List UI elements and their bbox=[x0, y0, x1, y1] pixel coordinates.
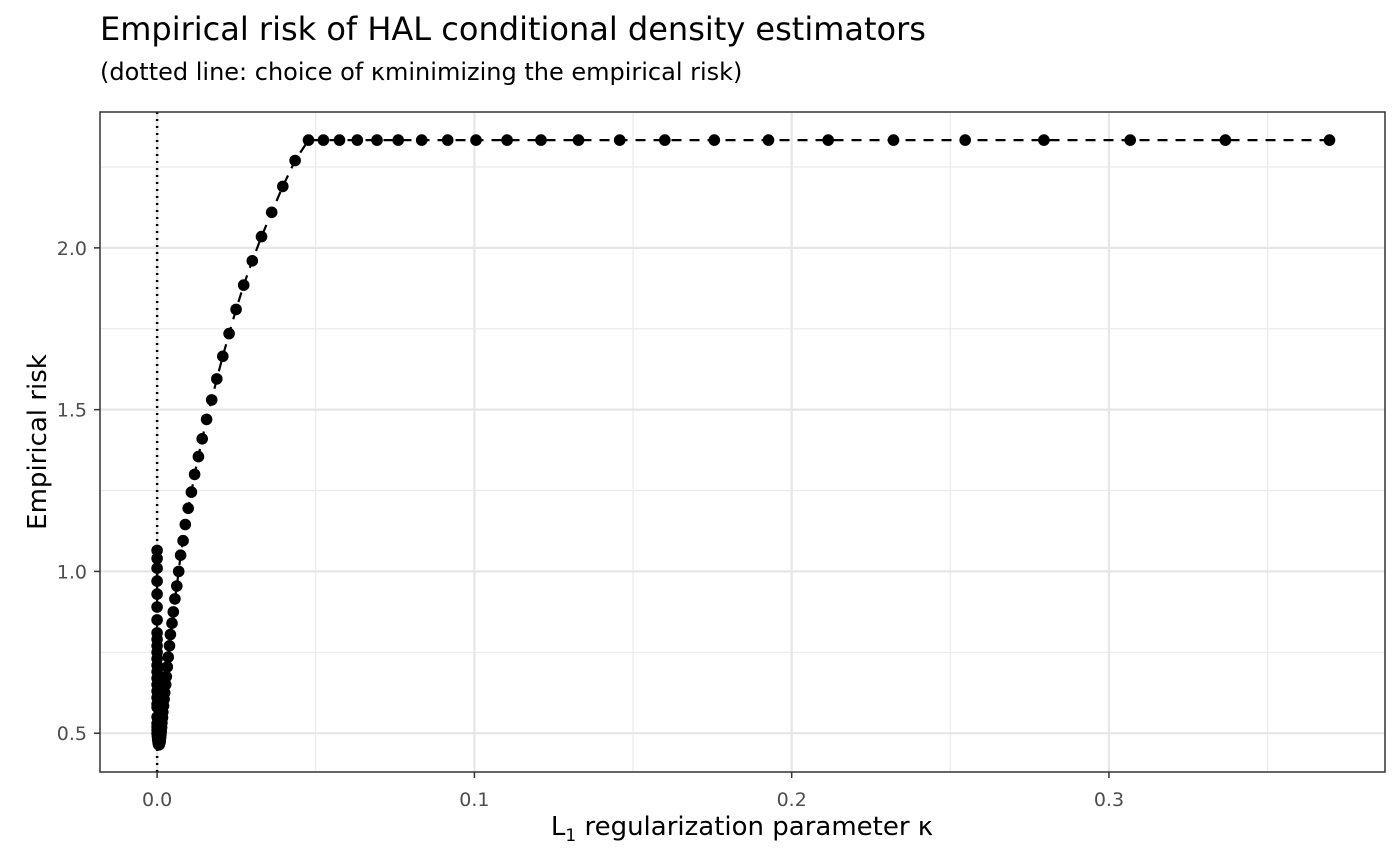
data-point bbox=[174, 549, 187, 561]
data-point bbox=[151, 672, 163, 684]
data-point bbox=[164, 628, 177, 641]
data-point bbox=[151, 711, 163, 723]
data-point bbox=[151, 685, 163, 697]
data-point bbox=[708, 134, 721, 146]
data-point bbox=[535, 134, 547, 146]
y-axis-label: Empirical risk bbox=[23, 354, 53, 530]
data-point bbox=[217, 350, 229, 363]
data-point bbox=[762, 134, 775, 146]
data-point bbox=[151, 633, 163, 646]
data-point bbox=[613, 134, 626, 146]
data-point bbox=[572, 134, 585, 146]
data-point bbox=[255, 230, 268, 243]
data-point bbox=[151, 601, 163, 613]
data-point bbox=[1124, 134, 1136, 146]
y-tick-label: 1.0 bbox=[57, 561, 87, 583]
x-tick-label: 0.0 bbox=[142, 789, 172, 811]
data-point bbox=[196, 433, 208, 445]
data-point bbox=[163, 640, 176, 652]
data-point bbox=[211, 373, 223, 385]
data-point bbox=[151, 575, 163, 587]
data-point bbox=[237, 279, 250, 291]
data-point bbox=[1038, 134, 1050, 146]
data-point bbox=[177, 534, 189, 547]
data-point bbox=[162, 651, 174, 663]
grid-layer bbox=[100, 112, 1385, 772]
data-point bbox=[151, 552, 163, 565]
data-point bbox=[317, 134, 330, 146]
data-point bbox=[223, 327, 235, 340]
data-point bbox=[151, 562, 163, 574]
y-tick-label: 1.5 bbox=[57, 400, 87, 422]
data-point bbox=[172, 565, 185, 578]
data-point bbox=[200, 413, 213, 426]
data-point bbox=[333, 134, 346, 146]
data-point bbox=[161, 661, 174, 673]
data-point bbox=[959, 134, 971, 146]
data-point bbox=[167, 606, 180, 618]
y-tick-label: 2.0 bbox=[57, 238, 87, 260]
data-point bbox=[392, 134, 405, 146]
data-point bbox=[151, 698, 163, 710]
data-point bbox=[151, 544, 163, 557]
data-point bbox=[171, 580, 183, 592]
data-point bbox=[277, 180, 289, 193]
x-tick-label: 0.2 bbox=[777, 789, 807, 811]
data-point bbox=[169, 593, 181, 605]
data-point bbox=[470, 134, 482, 146]
panel-border bbox=[99, 111, 1386, 773]
data-point bbox=[371, 134, 383, 146]
data-point bbox=[1323, 134, 1336, 146]
risk-series-line bbox=[156, 139, 1330, 746]
y-tick-label: 0.5 bbox=[57, 723, 87, 745]
x-tick-label: 0.1 bbox=[459, 789, 489, 811]
data-point bbox=[246, 254, 259, 267]
x-axis-label-rest: regularization parameter κ bbox=[576, 812, 934, 842]
data-point bbox=[302, 134, 315, 146]
data-point bbox=[151, 646, 163, 659]
data-point bbox=[166, 617, 178, 629]
data-point bbox=[185, 486, 198, 498]
data-point bbox=[265, 206, 278, 219]
chart-subtitle: (dotted line: choice of κminimizing the … bbox=[100, 58, 743, 86]
data-point bbox=[1219, 134, 1232, 146]
data-point bbox=[151, 588, 163, 600]
x-axis-label-main: L bbox=[550, 812, 566, 842]
data-point bbox=[351, 134, 364, 146]
chart-title: Empirical risk of HAL conditional densit… bbox=[100, 10, 926, 48]
data-point bbox=[151, 614, 163, 626]
data-point bbox=[179, 518, 192, 531]
data-point bbox=[182, 502, 194, 515]
x-axis-label-subscript: 1 bbox=[565, 826, 577, 847]
x-axis-label: L1 regularization parameter κ bbox=[551, 812, 933, 846]
x-tick-label: 0.3 bbox=[1094, 789, 1124, 811]
data-point bbox=[188, 468, 201, 481]
data-point bbox=[289, 154, 301, 167]
data-point bbox=[205, 394, 218, 406]
data-point bbox=[501, 134, 513, 146]
data-point bbox=[151, 659, 163, 671]
points-layer bbox=[151, 134, 1336, 751]
data-point bbox=[887, 134, 900, 146]
data-point bbox=[415, 134, 428, 146]
data-point bbox=[230, 303, 242, 316]
data-point bbox=[441, 134, 454, 146]
data-point bbox=[822, 134, 834, 146]
data-point bbox=[659, 134, 671, 146]
ticks-layer: 0.0 0.1 0.2 0.3 0.5 1.0 1.5 2.0 bbox=[57, 238, 1124, 811]
data-point bbox=[192, 450, 205, 463]
